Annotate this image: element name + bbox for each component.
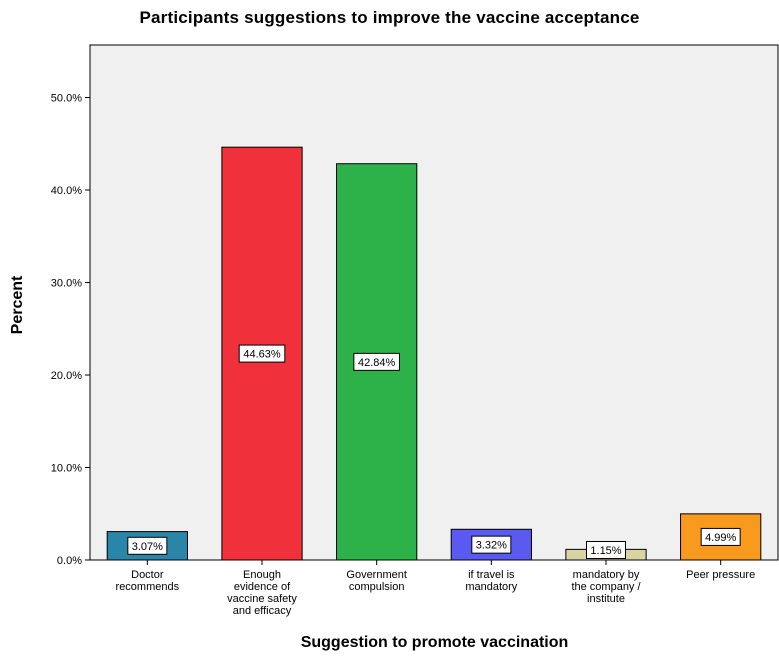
data-label: 1.15% (590, 545, 621, 557)
y-axis: 0.0% 10.0% 20.0% 30.0% 40.0% 50.0% (51, 93, 90, 568)
y-tick-label: 0.0% (57, 555, 82, 567)
x-tick-label: mandatory by the company / institute (571, 569, 641, 605)
data-label: 4.99% (705, 532, 736, 544)
x-tick-label: Enough evidence of vaccine safety and effic… (227, 569, 297, 617)
y-tick-label: 40.0% (51, 185, 82, 197)
data-label: 44.63% (243, 349, 281, 361)
data-label: 3.32% (476, 540, 507, 552)
data-label: 3.07% (132, 541, 163, 553)
data-label: 42.84% (358, 357, 396, 369)
x-tick-label: Doctor recommends (116, 569, 180, 593)
x-tick-label: if travel is mandatory (465, 569, 517, 593)
y-tick-label: 30.0% (51, 278, 82, 290)
y-tick-label: 50.0% (51, 93, 82, 105)
y-tick-label: 10.0% (51, 463, 82, 475)
x-tick-label: Government compulsion (346, 569, 407, 593)
x-tick-label: Peer pressure (686, 569, 755, 581)
x-axis: Doctor recommends Enough evidence of vaccine… (116, 560, 756, 617)
y-tick-label: 20.0% (51, 370, 82, 382)
plot-area (90, 45, 778, 560)
